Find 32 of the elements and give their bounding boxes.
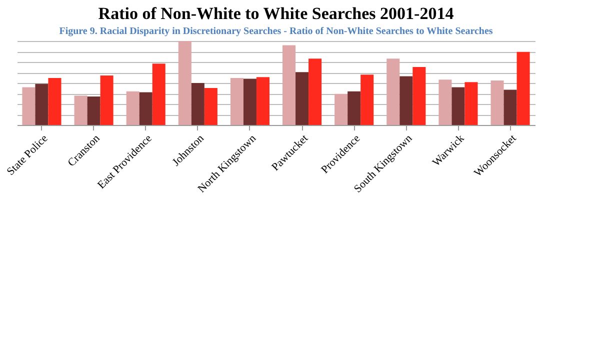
bar [296, 72, 309, 125]
bar [152, 64, 166, 125]
bar [204, 88, 218, 125]
bar [256, 77, 270, 125]
bar [452, 87, 465, 125]
bar [386, 58, 400, 125]
bar [230, 78, 244, 125]
bar [139, 92, 152, 125]
bar [191, 83, 204, 125]
bar [334, 94, 348, 125]
bar [100, 75, 114, 125]
bar [178, 41, 192, 125]
bar [438, 80, 452, 125]
bar [74, 96, 88, 125]
bar [400, 76, 413, 125]
bar [360, 74, 374, 125]
caption: Figure 9. Racial Disparity in Discretionary Searches - Ratio of Non-White Searches to White Searches [59, 26, 493, 37]
bar [308, 58, 322, 125]
bar [490, 80, 504, 125]
bar [87, 96, 100, 125]
bar [504, 90, 517, 125]
bar [412, 67, 426, 125]
bar [464, 82, 478, 125]
bar [243, 78, 256, 125]
bar [348, 91, 361, 125]
bar [48, 78, 62, 125]
bar [35, 84, 48, 125]
bar [22, 87, 36, 125]
bar [126, 91, 140, 125]
chart-title: Ratio of Non-White to White Searches 2001-2014 [98, 4, 454, 23]
bar [516, 52, 530, 125]
bar [282, 45, 296, 125]
